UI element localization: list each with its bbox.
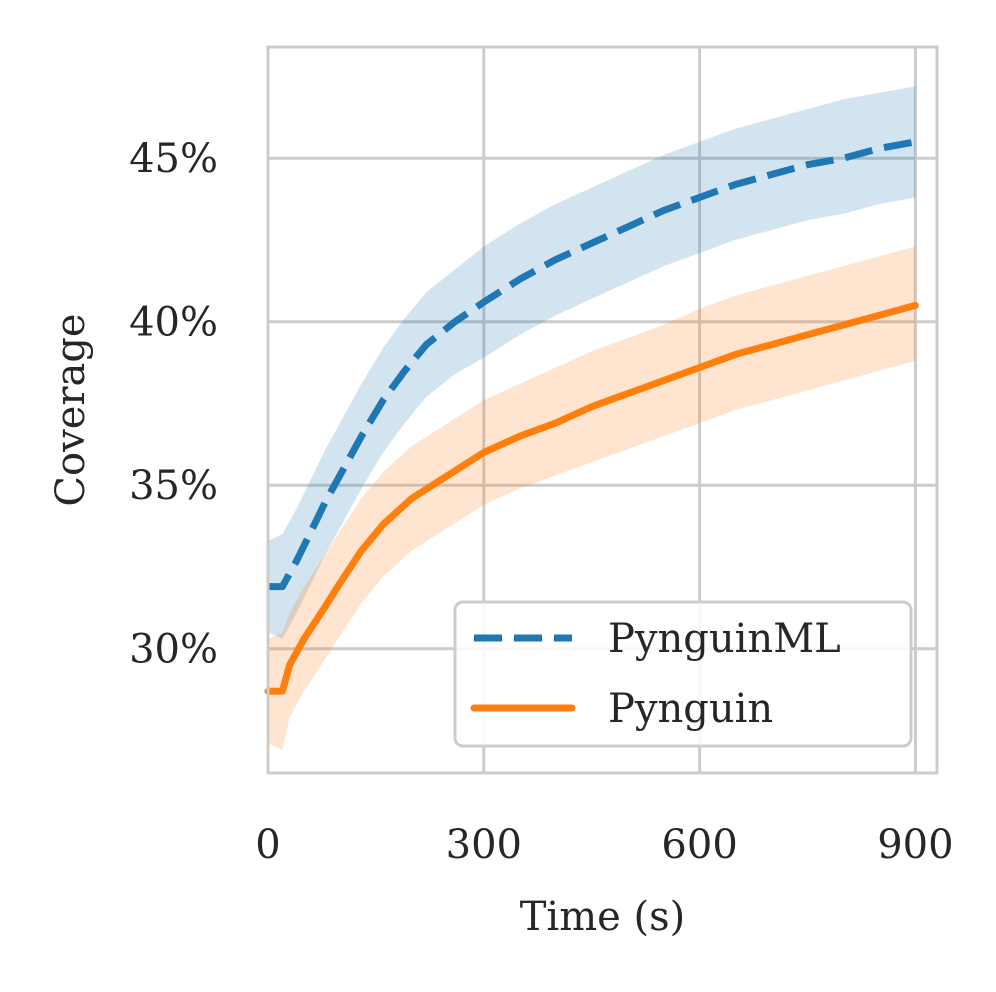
line-pynguinml <box>268 138 917 591</box>
band-pynguinml <box>268 86 916 639</box>
x-axis-label: Time (s) <box>520 894 686 940</box>
line-pynguin <box>264 301 919 695</box>
legend-label-pynguinml: PynguinML <box>608 616 841 662</box>
x-tick-labels: 0 300 600 900 <box>255 822 953 868</box>
legend: PynguinML Pynguin <box>453 600 913 748</box>
x-tick-label: 0 <box>255 822 280 868</box>
y-tick-labels: 30% 35% 40% 45% <box>129 136 218 673</box>
y-tick-label: 35% <box>129 463 218 509</box>
confidence-bands <box>268 86 916 751</box>
x-tick-label: 300 <box>446 822 522 868</box>
y-tick-label: 45% <box>129 136 218 182</box>
band-pynguin <box>268 246 916 751</box>
series-lines <box>264 138 919 695</box>
x-tick-label: 900 <box>877 822 953 868</box>
y-tick-label: 30% <box>129 627 218 673</box>
plot-frame <box>266 45 939 775</box>
y-axis-label: Coverage <box>48 313 94 506</box>
y-tick-label: 40% <box>129 300 218 346</box>
legend-label-pynguin: Pynguin <box>608 686 773 732</box>
x-tick-label: 600 <box>661 822 737 868</box>
